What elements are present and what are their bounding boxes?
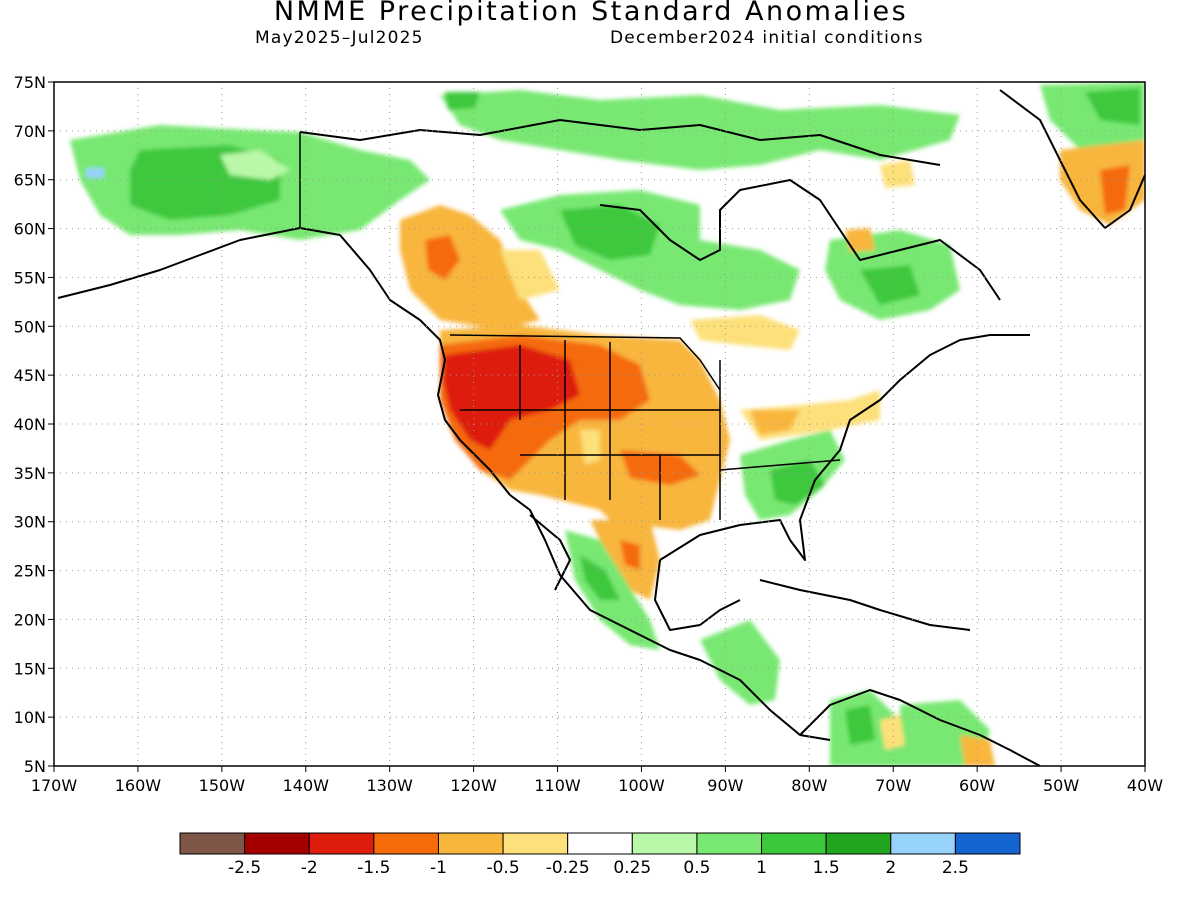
lat-label: 60N bbox=[14, 220, 46, 239]
lat-label: 45N bbox=[14, 366, 46, 385]
legend-color-box bbox=[567, 832, 633, 855]
lon-label: 100W bbox=[618, 776, 665, 795]
axis-ticks bbox=[48, 81, 1146, 772]
legend-color-box bbox=[244, 832, 310, 855]
forecast-period: May2025–Jul2025 bbox=[255, 28, 424, 48]
legend-label: -2 bbox=[301, 858, 318, 878]
state-borders bbox=[299, 132, 841, 520]
lat-label: 30N bbox=[14, 513, 46, 532]
lat-label: 55N bbox=[14, 268, 46, 287]
legend-color-box bbox=[631, 832, 698, 855]
lat-label: 50N bbox=[14, 317, 46, 336]
longitude-labels: 170W 160W 150W 140W 130W 120W 110W 100W 90W 80W 70… bbox=[31, 776, 1163, 795]
lon-label: 50W bbox=[1043, 776, 1079, 795]
lat-label: 35N bbox=[14, 464, 46, 483]
legend-color-box bbox=[308, 832, 375, 855]
legend-color-box bbox=[890, 832, 956, 855]
latitude-labels: 75N 70N 65N 60N 55N 50N 45N 40N 35N 30N 25N 20N 15N 1… bbox=[14, 73, 46, 776]
anomaly-shading bbox=[70, 82, 1145, 766]
lat-label: 20N bbox=[14, 610, 46, 629]
lon-label: 170W bbox=[31, 776, 78, 795]
lon-label: 150W bbox=[199, 776, 246, 795]
legend-color-box bbox=[437, 832, 504, 855]
lat-label: 70N bbox=[14, 122, 46, 141]
legend-label: 2.5 bbox=[942, 858, 969, 878]
legend-label: 2 bbox=[885, 858, 896, 878]
lon-label: 130W bbox=[367, 776, 414, 795]
legend-label: 1.5 bbox=[813, 858, 840, 878]
lon-label: 60W bbox=[959, 776, 995, 795]
legend-label: -1.5 bbox=[357, 858, 390, 878]
legend-label: 0.25 bbox=[613, 858, 651, 878]
lat-label: 65N bbox=[14, 171, 46, 190]
lon-label: 80W bbox=[791, 776, 827, 795]
initial-conditions: December2024 initial conditions bbox=[610, 28, 924, 48]
lon-label: 40W bbox=[1127, 776, 1163, 795]
coastlines bbox=[57, 89, 1145, 766]
lat-label: 10N bbox=[14, 708, 46, 727]
legend-color-box bbox=[502, 832, 569, 855]
lon-label: 90W bbox=[707, 776, 743, 795]
lon-label: 120W bbox=[450, 776, 497, 795]
legend-color-box bbox=[696, 832, 763, 855]
legend-color-box bbox=[825, 832, 892, 855]
lat-label: 25N bbox=[14, 562, 46, 581]
lon-label: 140W bbox=[283, 776, 330, 795]
lat-label: 40N bbox=[14, 415, 46, 434]
legend-color-box bbox=[954, 832, 1021, 855]
legend-label: -0.5 bbox=[486, 858, 519, 878]
lon-label: 70W bbox=[875, 776, 911, 795]
lat-label: 75N bbox=[14, 73, 46, 92]
legend-label: 0.5 bbox=[683, 858, 710, 878]
lon-label: 110W bbox=[534, 776, 581, 795]
legend-label: -2.5 bbox=[228, 858, 261, 878]
legend-label: 1 bbox=[756, 858, 767, 878]
legend-label: -1 bbox=[430, 858, 447, 878]
lat-label: 5N bbox=[24, 757, 46, 776]
legend-color-box bbox=[373, 832, 439, 855]
legend-color-box bbox=[761, 832, 827, 855]
lon-label: 160W bbox=[115, 776, 162, 795]
legend-label: -0.25 bbox=[546, 858, 590, 878]
map-title: NMME Precipitation Standard Anomalies bbox=[273, 0, 909, 27]
lat-label: 15N bbox=[14, 659, 46, 678]
lat-lon-grid bbox=[54, 82, 1145, 766]
legend-color-box bbox=[179, 832, 246, 855]
